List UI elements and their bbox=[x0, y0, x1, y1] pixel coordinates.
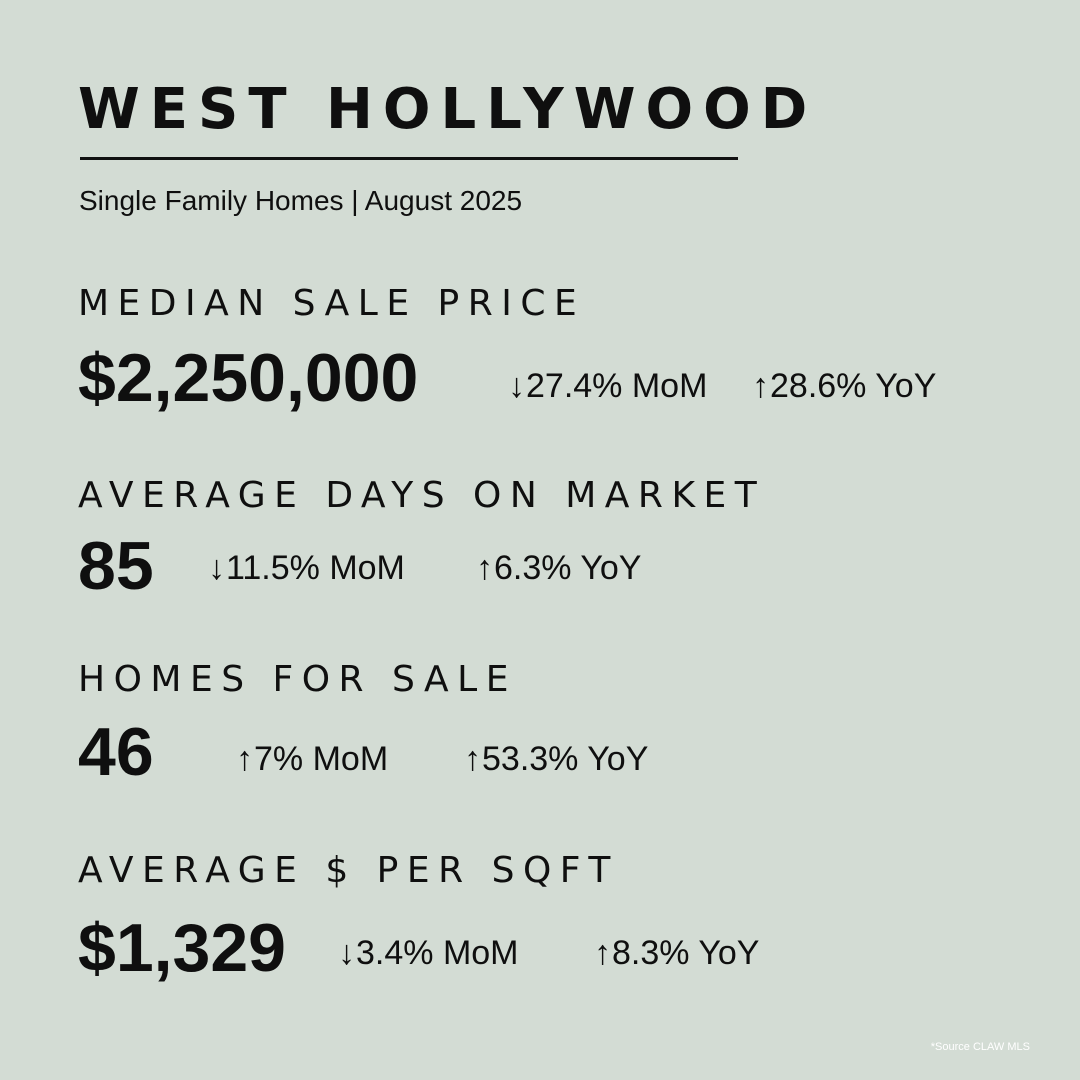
days-on-market-yoy: ↑ 6.3% YoY bbox=[476, 548, 641, 588]
homes-for-sale-mom-text: 7% MoM bbox=[254, 740, 389, 778]
price-per-sqft-mom: ↓ 3.4% MoM bbox=[338, 933, 519, 973]
page-subtitle: Single Family Homes | August 2025 bbox=[79, 185, 523, 216]
price-per-sqft-mom-text: 3.4% MoM bbox=[356, 934, 519, 972]
homes-for-sale-label: HOMES FOR SALE bbox=[78, 659, 517, 700]
homes-for-sale-mom: ↑ 7% MoM bbox=[236, 739, 388, 779]
homes-for-sale-value: 46 bbox=[78, 714, 154, 790]
days-on-market-mom: ↓ 11.5% MoM bbox=[208, 548, 405, 588]
price-per-sqft-value: $1,329 bbox=[78, 910, 286, 986]
price-per-sqft-label: AVERAGE $ PER SQFT bbox=[78, 850, 619, 891]
median-sale-price-mom: ↓ 27.4% MoM bbox=[508, 366, 707, 406]
median-sale-price-value: $2,250,000 bbox=[78, 340, 419, 416]
up-arrow-icon: ↑ bbox=[464, 740, 481, 778]
price-per-sqft-yoy-text: 8.3% YoY bbox=[612, 934, 760, 972]
up-arrow-icon: ↑ bbox=[236, 740, 253, 778]
down-arrow-icon: ↓ bbox=[508, 367, 525, 405]
homes-for-sale-yoy: ↑ 53.3% YoY bbox=[464, 739, 648, 779]
median-sale-price-yoy-text: 28.6% YoY bbox=[770, 367, 937, 405]
source-note: *Source CLAW MLS bbox=[930, 1041, 1030, 1053]
median-sale-price-label: MEDIAN SALE PRICE bbox=[78, 283, 586, 324]
price-per-sqft-yoy: ↑ 8.3% YoY bbox=[594, 933, 759, 973]
days-on-market-yoy-text: 6.3% YoY bbox=[494, 549, 642, 587]
median-sale-price-mom-text: 27.4% MoM bbox=[526, 367, 708, 405]
down-arrow-icon: ↓ bbox=[208, 549, 225, 587]
up-arrow-icon: ↑ bbox=[594, 934, 611, 972]
days-on-market-label: AVERAGE DAYS ON MARKET bbox=[78, 475, 766, 516]
up-arrow-icon: ↑ bbox=[752, 367, 769, 405]
page-title: WEST HOLLYWOOD bbox=[78, 77, 818, 142]
days-on-market-mom-text: 11.5% MoM bbox=[226, 549, 405, 587]
up-arrow-icon: ↑ bbox=[476, 549, 493, 587]
homes-for-sale-yoy-text: 53.3% YoY bbox=[482, 740, 649, 778]
title-divider bbox=[80, 157, 738, 160]
median-sale-price-yoy: ↑ 28.6% YoY bbox=[752, 366, 936, 406]
days-on-market-value: 85 bbox=[78, 528, 154, 604]
down-arrow-icon: ↓ bbox=[338, 934, 355, 972]
